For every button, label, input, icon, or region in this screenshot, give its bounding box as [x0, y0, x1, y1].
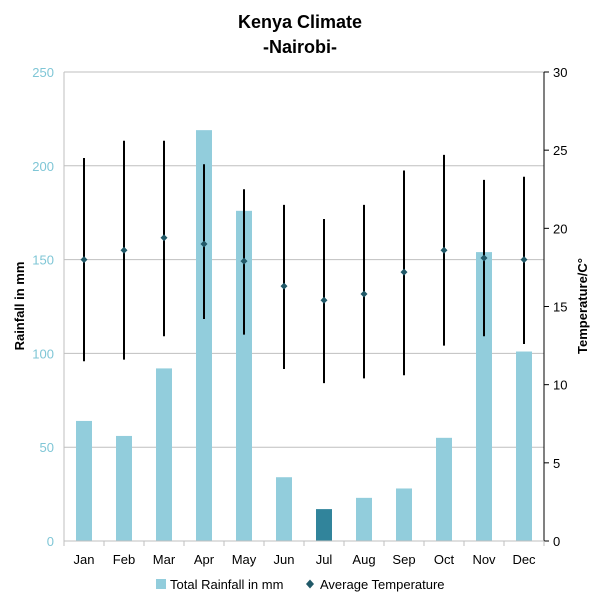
- right-axis-label: Temperature/C°: [575, 258, 590, 354]
- temperature-point: [480, 254, 488, 262]
- left-tick-label: 100: [32, 346, 54, 361]
- x-tick-label: Apr: [194, 552, 215, 567]
- x-tick-label: Mar: [153, 552, 176, 567]
- x-tick-label: Feb: [113, 552, 135, 567]
- right-tick-label: 5: [553, 456, 560, 471]
- temperature-point: [120, 246, 128, 254]
- x-tick-label: Oct: [434, 552, 455, 567]
- rainfall-bar: [116, 435, 132, 541]
- chart-subtitle: -Nairobi-: [263, 37, 337, 57]
- temperature-point: [320, 296, 328, 304]
- right-tick-label: 0: [553, 534, 560, 549]
- rainfall-bar: [356, 497, 372, 541]
- legend-swatch-temperature: [306, 579, 314, 589]
- temperature-point: [280, 282, 288, 290]
- temperature-point: [360, 290, 368, 298]
- legend-label-temperature: Average Temperature: [320, 577, 445, 592]
- right-tick-label: 10: [553, 378, 567, 393]
- legend: Total Rainfall in mm Average Temperature: [156, 577, 445, 592]
- x-tick-label: Jan: [74, 552, 95, 567]
- temperature-point: [240, 257, 248, 265]
- right-tick-label: 25: [553, 143, 567, 158]
- right-tick-label: 20: [553, 221, 567, 236]
- right-tick-label: 30: [553, 65, 567, 80]
- rainfall-bars: [76, 130, 532, 541]
- temperature-point: [160, 234, 168, 242]
- chart-title: Kenya Climate: [238, 12, 362, 32]
- x-tick-label: Dec: [512, 552, 536, 567]
- x-tick-label: Jun: [274, 552, 295, 567]
- rainfall-bar: [476, 252, 492, 541]
- temperature-point: [80, 256, 88, 264]
- temperature-point: [400, 268, 408, 276]
- rainfall-bar: [76, 420, 92, 541]
- rainfall-bar: [436, 437, 452, 541]
- right-tick-label: 15: [553, 300, 567, 315]
- legend-swatch-rainfall: [156, 579, 166, 589]
- rainfall-bar: [396, 488, 412, 541]
- rainfall-bar: [276, 477, 292, 541]
- x-tick-label: Jul: [316, 552, 333, 567]
- x-tick-label: May: [232, 552, 257, 567]
- rainfall-bar: [196, 130, 212, 541]
- temperature-error-bars: [83, 140, 525, 384]
- left-tick-label: 250: [32, 65, 54, 80]
- gridlines: [64, 71, 544, 448]
- left-tick-label: 50: [40, 440, 54, 455]
- left-tick-label: 0: [47, 534, 54, 549]
- left-axis-label: Rainfall in mm: [12, 262, 27, 351]
- temperature-points: [80, 234, 528, 304]
- temperature-point: [520, 256, 528, 264]
- rainfall-bar: [516, 351, 532, 541]
- rainfall-bar: [236, 210, 252, 541]
- legend-label-rainfall: Total Rainfall in mm: [170, 577, 283, 592]
- temperature-point: [440, 246, 448, 254]
- rainfall-bar: [316, 509, 332, 541]
- left-tick-label: 200: [32, 159, 54, 174]
- x-tick-label: Nov: [472, 552, 496, 567]
- x-tick-label: Aug: [352, 552, 375, 567]
- tick-labels: 0 50 100 150 200 250 0 5 10 15 20 25 30 Jan Feb Mar Apr M…: [32, 65, 567, 567]
- left-tick-label: 150: [32, 253, 54, 268]
- rainfall-bar: [156, 368, 172, 541]
- axes: [63, 71, 549, 546]
- temperature-point: [200, 240, 208, 248]
- x-tick-label: Sep: [392, 552, 415, 567]
